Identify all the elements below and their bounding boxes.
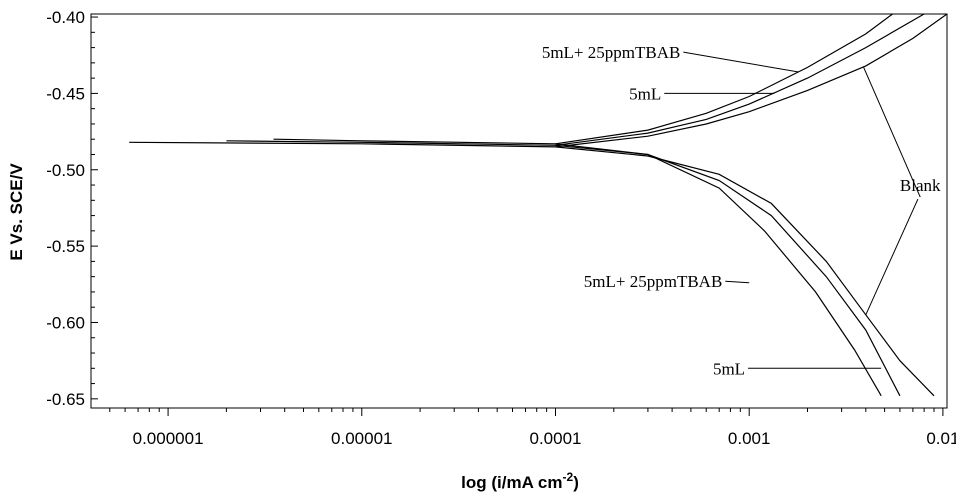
x-tick-label: 0.000001 — [133, 429, 204, 448]
x-tick-label: 0.001 — [728, 429, 771, 448]
x-axis-title: log (i/mA cm-2) — [461, 470, 579, 492]
y-tick-label: -0.60 — [46, 313, 85, 332]
series-0-cathodic-curve — [129, 141, 935, 397]
series-2-anodic-curve — [555, 14, 893, 145]
x-tick-label: 0.00001 — [331, 429, 392, 448]
y-axis-title: E Vs. SCE/V — [7, 163, 26, 261]
series-0-anodic-curve — [555, 14, 947, 148]
x-axis-title-sup: -2 — [563, 470, 574, 484]
plot-frame — [90, 13, 948, 409]
annotation-leader-line — [725, 280, 750, 284]
y-tick-label: -0.40 — [46, 8, 85, 27]
annotation-label: 5mL+ 25ppmTBAB — [584, 272, 723, 291]
x-axis: 0.000001 0.00001 0.0001 0.001 0.01 — [109, 408, 956, 448]
series-2-cathodic-curve — [273, 138, 882, 397]
x-tick-label: 0.01 — [926, 429, 956, 448]
annotation-leader-line — [865, 198, 919, 316]
annotations: 5mL+ 25ppmTBAB 5mL Blank 5mL+ 25ppmTBAB 5mL — [542, 43, 941, 378]
series-1-cathodic-curve — [226, 140, 901, 397]
x-axis-title-close: ) — [573, 473, 579, 492]
y-tick-label: -0.65 — [46, 390, 85, 409]
y-axis: -0.40 -0.45 -0.50 -0.55 -0.60 -0.65 — [46, 8, 98, 409]
series-1-anodic-curve — [555, 14, 925, 146]
annotation-leader-line — [863, 67, 921, 198]
y-tick-label: -0.55 — [46, 237, 85, 256]
annotation-label: 5mL — [713, 359, 745, 378]
x-tick-label: 0.0001 — [529, 429, 581, 448]
annotation-label: 5mL+ 25ppmTBAB — [542, 43, 681, 62]
curves — [129, 14, 947, 397]
annotation-label: Blank — [900, 176, 941, 195]
x-axis-title-main: log (i/mA cm — [461, 473, 562, 492]
y-tick-label: -0.45 — [46, 84, 85, 103]
y-tick-label: -0.50 — [46, 161, 85, 180]
annotation-leader-line — [683, 51, 799, 73]
annotation-label: 5mL — [629, 84, 661, 103]
